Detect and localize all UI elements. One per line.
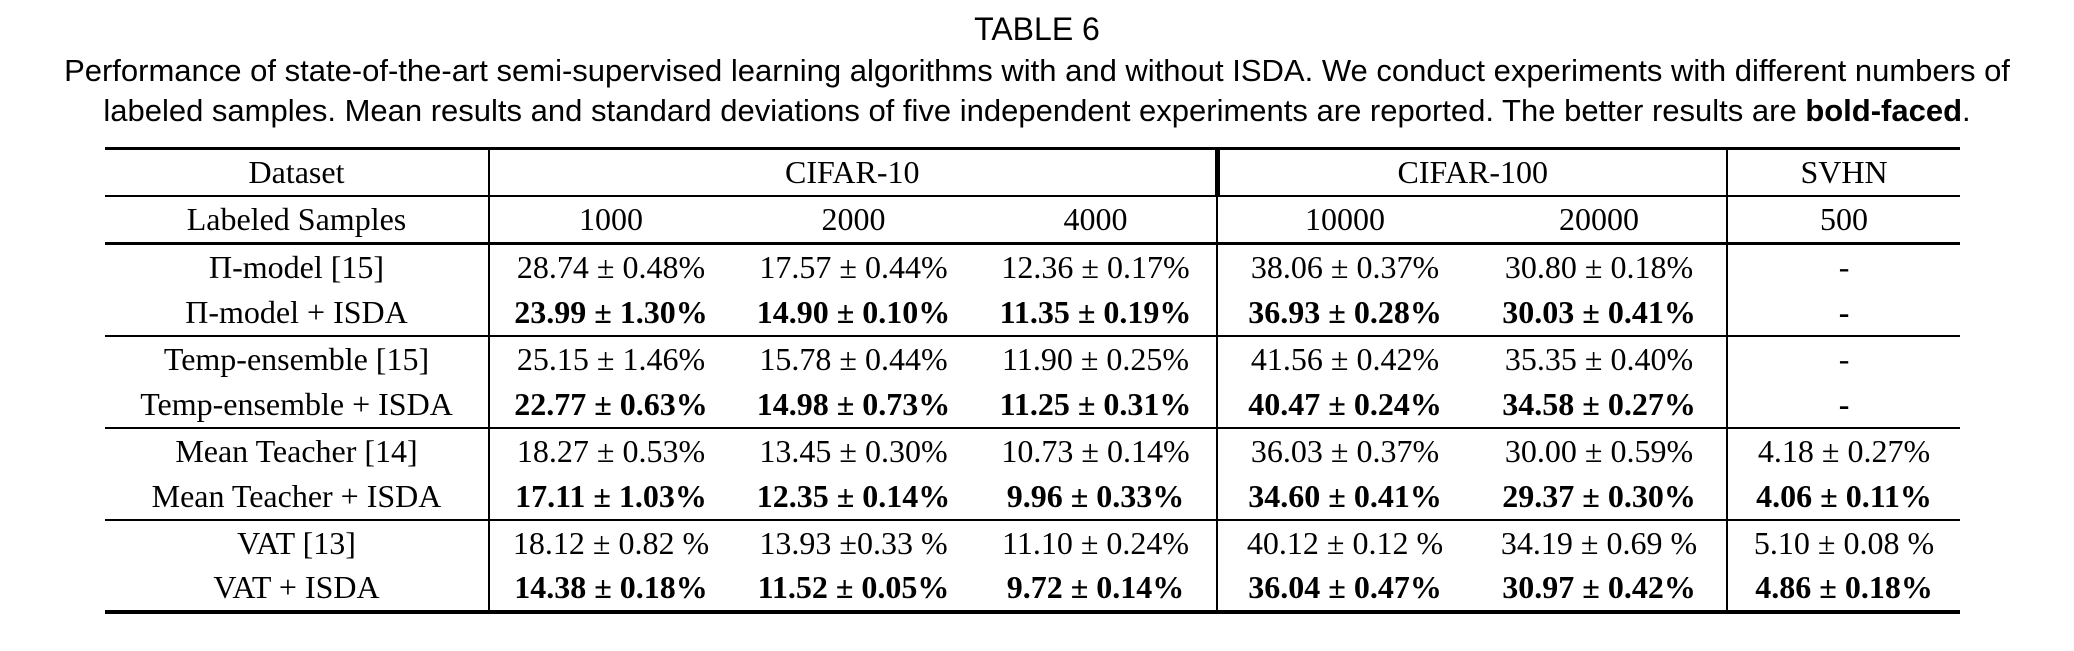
value-cell: 17.11 ± 1.03%: [489, 473, 732, 521]
caption-line-2: labeled samples. Mean results and standa…: [0, 91, 2074, 131]
caption-line-1: Performance of state-of-the-art semi-sup…: [64, 53, 2010, 88]
value-cell: 40.12 ± 0.12 %: [1246, 524, 1444, 561]
labeled-samples-header-row: Labeled Samples 1000 2000 4000 10000 200…: [105, 195, 1961, 245]
table-caption: Performance of state-of-the-art semi-sup…: [0, 51, 2074, 131]
method-cell: VAT + ISDA: [105, 565, 490, 612]
value-cell: -: [1727, 381, 1961, 429]
value-cell: 34.19 ± 0.69 %: [1472, 519, 1729, 566]
caption-bold-faced: bold-faced: [1805, 93, 1963, 128]
value-cell: -: [1838, 340, 1850, 377]
col-header-2000: 2000: [732, 195, 975, 245]
value-cell: 25.15 ± 1.46%: [516, 340, 706, 377]
dataset-header-row: Dataset CIFAR-10 CIFAR-100 SVHN: [105, 148, 1961, 197]
col-header-dataset: Dataset: [105, 148, 490, 197]
value-cell: 14.38 ± 0.18%: [514, 569, 708, 605]
value-cell: 13.45 ± 0.30%: [759, 432, 948, 469]
value-cell: 40.47 ± 0.24%: [1217, 381, 1473, 429]
col-header-20000: 20000: [1472, 195, 1729, 245]
table-row-mean-teacher: Mean Teacher [14] 18.27 ± 0.53% 13.45 ± …: [105, 427, 1960, 474]
method-cell: Π-model + ISDA: [105, 289, 490, 337]
value-cell: 30.03 ± 0.41%: [1472, 289, 1729, 337]
value-cell: 11.10 ± 0.24%: [975, 519, 1219, 566]
value-cell: 23.99 ± 1.30%: [489, 289, 732, 337]
table-row-mean-teacher-isda: Mean Teacher + ISDA 17.11 ± 1.03% 12.35 …: [105, 473, 1961, 521]
value-cell: 14.90 ± 0.10%: [732, 289, 975, 337]
value-cell: 30.80 ± 0.18%: [1472, 243, 1729, 290]
caption-line-2-text: labeled samples. Mean results and standa…: [103, 93, 1806, 128]
col-header-500: 500: [1727, 195, 1961, 245]
table-row-vat-isda: VAT + ISDA 14.38 ± 0.18% 11.52 ± 0.05% 9…: [105, 565, 1960, 612]
method-cell: Π-model [15]: [105, 243, 490, 290]
table-row-vat: VAT [13] 18.12 ± 0.82 % 13.93 ±0.33 % 11…: [105, 519, 1960, 566]
row-header-labeled-samples: Labeled Samples: [105, 195, 490, 245]
value-cell: 4.06 ± 0.11%: [1727, 473, 1961, 521]
table-row-temp-ensemble-isda: Temp-ensemble + ISDA 22.77 ± 0.63% 14.98…: [105, 381, 1961, 429]
value-cell: 9.72 ± 0.14%: [975, 565, 1219, 612]
value-cell: 34.58 ± 0.27%: [1472, 381, 1729, 429]
value-cell: 5.10 ± 0.08 %: [1753, 524, 1935, 561]
value-cell: 36.03 ± 0.37%: [1250, 432, 1440, 469]
col-header-1000: 1000: [489, 195, 732, 245]
value-cell: 41.56 ± 0.42%: [1250, 340, 1440, 377]
value-cell: 18.12 ± 0.82 %: [512, 524, 710, 561]
value-cell: 18.27 ± 0.53%: [516, 432, 706, 469]
value-cell: -: [1727, 289, 1961, 337]
method-cell: Temp-ensemble [15]: [105, 335, 490, 382]
col-header-cifar10: CIFAR-10: [489, 148, 1220, 197]
value-cell: 30.00 ± 0.59%: [1472, 427, 1729, 474]
value-cell: 10.73 ± 0.14%: [975, 427, 1219, 474]
value-cell: 28.74 ± 0.48%: [516, 248, 706, 285]
value-cell: 35.35 ± 0.40%: [1472, 335, 1729, 382]
value-cell: 34.60 ± 0.41%: [1217, 473, 1473, 521]
table-row-pi-model: Π-model [15] 28.74 ± 0.48% 17.57 ± 0.44%…: [105, 243, 1960, 290]
col-header-4000: 4000: [975, 195, 1219, 245]
value-cell: 12.35 ± 0.14%: [732, 473, 975, 521]
value-cell: 29.37 ± 0.30%: [1472, 473, 1729, 521]
value-cell: 17.57 ± 0.44%: [759, 248, 948, 285]
value-cell: 36.04 ± 0.47%: [1248, 569, 1442, 605]
table-row-pi-model-isda: Π-model + ISDA 23.99 ± 1.30% 14.90 ± 0.1…: [105, 289, 1961, 337]
col-header-svhn: SVHN: [1727, 148, 1961, 197]
caption-line-2-period: .: [1962, 93, 1971, 128]
value-cell: 11.35 ± 0.19%: [975, 289, 1219, 337]
method-cell: Mean Teacher + ISDA: [105, 473, 490, 521]
results-table: Dataset CIFAR-10 CIFAR-100 SVHN Labeled …: [105, 147, 1961, 614]
value-cell: 4.86 ± 0.18%: [1755, 569, 1933, 605]
value-cell: 11.25 ± 0.31%: [975, 381, 1219, 429]
value-cell: 9.96 ± 0.33%: [975, 473, 1219, 521]
value-cell: 22.77 ± 0.63%: [489, 381, 732, 429]
value-cell: 30.97 ± 0.42%: [1472, 565, 1729, 612]
method-cell: Mean Teacher [14]: [105, 427, 490, 474]
page: { "title": "TABLE 6", "caption": { "line…: [0, 11, 2074, 651]
value-cell: 12.36 ± 0.17%: [975, 243, 1219, 290]
value-cell: 36.93 ± 0.28%: [1217, 289, 1473, 337]
value-cell: -: [1838, 248, 1850, 285]
value-cell: 38.06 ± 0.37%: [1250, 248, 1440, 285]
value-cell: 11.90 ± 0.25%: [975, 335, 1219, 382]
value-cell: 13.93 ±0.33 %: [759, 524, 948, 561]
table-row-temp-ensemble: Temp-ensemble [15] 25.15 ± 1.46% 15.78 ±…: [105, 335, 1960, 382]
method-cell: Temp-ensemble + ISDA: [105, 381, 490, 429]
col-header-10000: 10000: [1217, 195, 1473, 245]
value-cell: 4.18 ± 0.27%: [1757, 432, 1931, 469]
value-cell: 14.98 ± 0.73%: [732, 381, 975, 429]
page-title: TABLE 6: [974, 11, 1100, 47]
col-header-cifar100: CIFAR-100: [1217, 148, 1729, 197]
value-cell: 11.52 ± 0.05%: [757, 569, 950, 605]
value-cell: 15.78 ± 0.44%: [759, 340, 948, 377]
method-cell: VAT [13]: [105, 519, 490, 566]
